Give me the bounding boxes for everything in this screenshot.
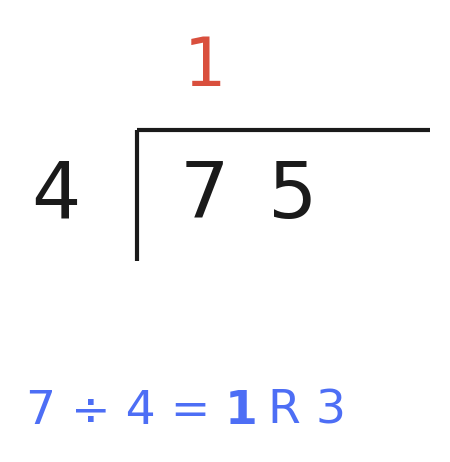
Text: 7: 7 [180, 158, 230, 234]
Text: 5: 5 [268, 158, 317, 234]
Text: R 3: R 3 [253, 389, 346, 434]
Text: 1: 1 [184, 34, 226, 100]
Text: 7 ÷ 4 =: 7 ÷ 4 = [26, 389, 225, 434]
Text: 4: 4 [32, 158, 81, 234]
Text: 1: 1 [225, 389, 258, 434]
